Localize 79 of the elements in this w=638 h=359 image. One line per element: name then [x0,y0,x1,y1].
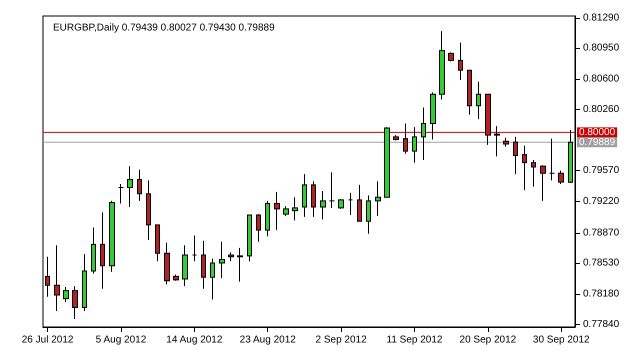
candlestick [375,180,381,216]
candlestick [54,244,60,312]
candlestick [320,190,326,220]
text: EURGBP,Daily 0.79439 0.80027 0.79430 0.79889 [53,22,276,34]
candlestick [256,214,261,242]
candlestick [201,240,206,290]
y-tick-label: 0.80950 [583,42,620,54]
candlestick [82,254,87,312]
candlestick [338,198,344,210]
candlestick [118,183,124,204]
y-tick-label: 0.80260 [583,104,620,115]
candlestick [485,94,491,146]
candlestick [228,252,234,262]
candlestick [531,159,536,188]
candlestick [393,134,399,141]
candlestick [403,123,408,154]
candlestick [164,242,170,285]
candlestick [412,126,417,164]
candlestick [182,244,188,287]
candlestick [439,30,445,100]
candlestick [430,92,436,140]
candlestick [384,126,390,198]
candlestick [192,234,197,262]
ref-line-label: 0.79889 [579,136,616,148]
candlestick [219,241,225,279]
candlestick [72,286,78,320]
candlestick [476,81,481,120]
x-tick-label: 5 Aug 2012 [96,334,147,346]
candlestick [137,169,142,202]
candlestick [302,174,307,218]
y-tick-label: 0.79570 [583,165,620,176]
y-tick-label: 0.78870 [583,227,620,238]
y-tick-label: 0.81290 [583,12,620,24]
candlestick [458,42,463,80]
candlestick [329,172,335,208]
x-tick-label: 26 Jul 2012 [22,334,74,346]
y-tick-label: 0.79220 [583,196,620,208]
candlestick [366,194,371,234]
x-tick-label: 30 Sep 2012 [532,334,590,346]
candlestick [91,226,96,274]
candlestick [292,196,298,221]
x-tick-label: 2 Sep 2012 [316,334,368,346]
candlestick [503,137,509,148]
candlestick [549,138,555,181]
candlestick [63,286,69,303]
candlestick [109,200,115,272]
candlestick [513,136,518,175]
candlestick [283,206,289,216]
candlestick [210,258,215,300]
candlestick [45,256,50,298]
candlestick [348,192,353,216]
candlestick [155,224,160,262]
candlestick [522,145,527,191]
x-tick-label: 20 Sep 2012 [460,334,517,346]
candlestick [127,166,133,208]
candlestick [247,214,252,262]
candlestick [494,126,500,157]
candlestick [100,212,105,290]
candlestick [540,164,546,202]
y-tick-label: 0.78530 [583,258,620,269]
candlestick [467,70,472,116]
candlestick [173,274,179,282]
candlestick [448,52,454,62]
candlestick [265,200,270,237]
y-tick-label: 0.80600 [583,74,620,85]
candlestick [237,247,243,282]
x-tick-label: 23 Aug 2012 [240,334,296,346]
candlestick [558,170,564,184]
candlestick [311,180,316,218]
y-tick-label: 0.78180 [583,288,620,300]
x-tick-label: 14 Aug 2012 [166,334,223,346]
candlestick [568,130,573,184]
x-tick-label: 11 Sep 2012 [386,334,443,346]
ref-line-label: 0.80000 [579,126,616,138]
candlestick [274,191,280,231]
candlestick [146,180,151,240]
candlestick [421,107,426,160]
y-tick-label: 0.77840 [583,318,620,330]
candlestick [357,184,362,222]
